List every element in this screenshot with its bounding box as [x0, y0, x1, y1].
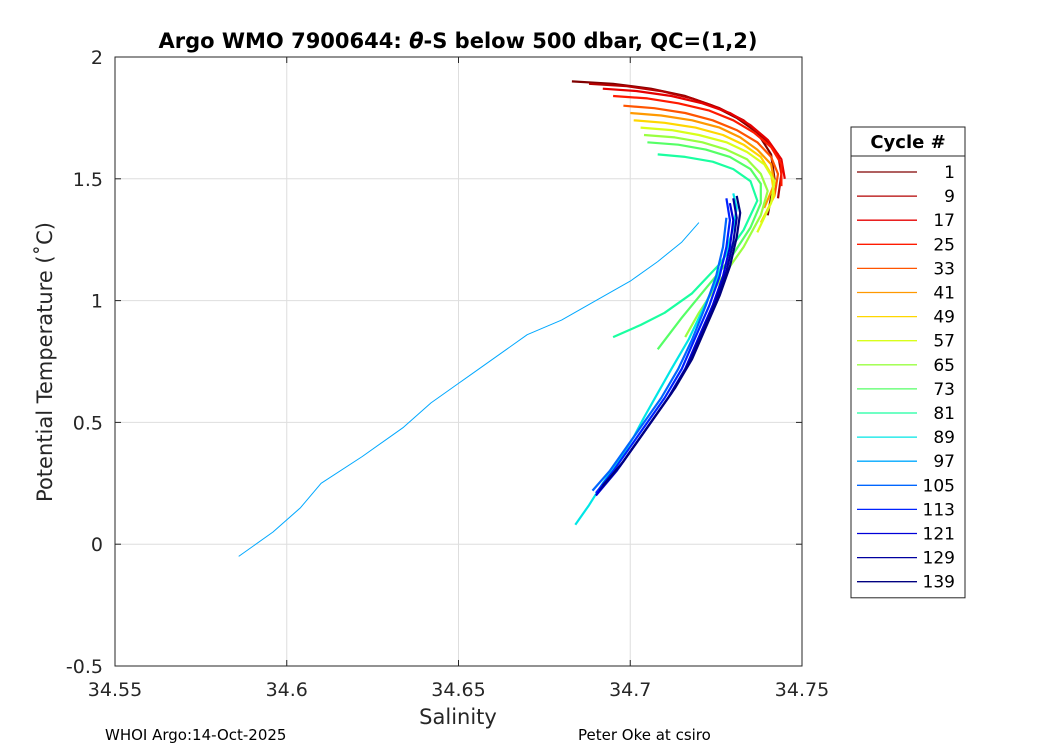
series-layer [238, 80, 786, 557]
footer-source: WHOI Argo:14-Oct-2025 [105, 726, 287, 744]
x-tick-label: 34.65 [431, 679, 485, 701]
legend-label-41: 41 [933, 284, 955, 304]
legend-label-65: 65 [933, 356, 955, 376]
series-line-cycle-41 [630, 111, 776, 209]
x-tick-label: 34.6 [266, 679, 308, 701]
y-tick-label: -0.5 [66, 656, 103, 678]
legend-label-139: 139 [923, 573, 955, 593]
legend-label-73: 73 [933, 380, 955, 400]
legend: Cycle # 1 9 17 25 33 41 49 57 65 73 81 89 97 105 113 121… [850, 126, 966, 599]
legend-label-81: 81 [933, 404, 955, 424]
legend-label-129: 129 [923, 549, 955, 569]
series-line-cycle-73 [647, 141, 762, 350]
x-tick-label: 34.55 [88, 679, 142, 701]
series-line-cycle-97 [238, 222, 700, 557]
legend-label-9: 9 [944, 187, 955, 207]
series-line-cycle-57 [640, 126, 776, 233]
y-tick-label: 0.5 [73, 412, 103, 434]
y-axis-label: Potential Temperature (˚C) [33, 222, 57, 502]
series-line-cycle-81 [612, 153, 759, 339]
y-tick-label: 1 [91, 291, 103, 313]
legend-box [850, 126, 966, 599]
x-tick-label: 34.75 [775, 679, 829, 701]
grid-lines [115, 57, 802, 666]
legend-label-1: 1 [944, 163, 955, 183]
legend-label-97: 97 [933, 452, 955, 472]
series-line-cycle-33 [623, 104, 780, 197]
chart-title: Argo WMO 7900644: θ-S below 500 dbar, QC… [158, 29, 757, 53]
legend-label-121: 121 [923, 525, 955, 545]
series-line-cycle-113 [595, 198, 732, 494]
x-axis-label: Salinity [419, 705, 497, 729]
legend-label-105: 105 [923, 476, 955, 496]
legend-label-33: 33 [933, 259, 955, 279]
x-tick-label: 34.7 [609, 679, 651, 701]
series-line-cycle-25 [613, 94, 783, 187]
legend-label-89: 89 [933, 428, 955, 448]
legend-label-49: 49 [933, 308, 955, 328]
legend-label-113: 113 [923, 500, 955, 520]
legend-label-57: 57 [933, 332, 955, 352]
y-tick-label: 2 [91, 47, 103, 69]
series-line-cycle-17 [602, 87, 786, 179]
theta-symbol: θ [409, 29, 423, 53]
series-line-cycle-139 [601, 195, 742, 487]
legend-label-17: 17 [933, 211, 955, 231]
legend-label-25: 25 [933, 235, 955, 255]
y-tick-label: 1.5 [73, 169, 103, 191]
footer-author: Peter Oke at csiro [578, 726, 711, 744]
series-line-cycle-105 [591, 217, 728, 492]
legend-title: Cycle # [870, 132, 945, 153]
y-tick-label: 0 [91, 534, 103, 556]
axis-ticks: 34.55 34.6 34.65 34.7 34.75 -0.5 0 0.5 1 1.5 2 [66, 47, 829, 701]
